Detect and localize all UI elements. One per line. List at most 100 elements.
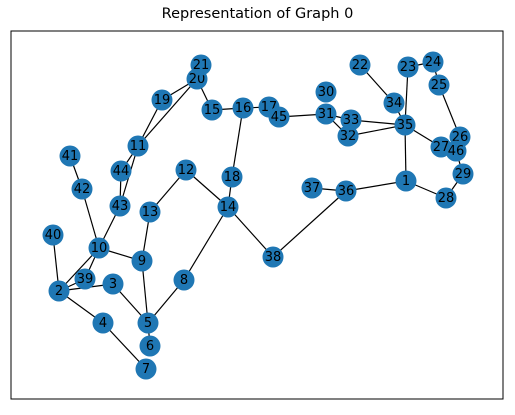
- node-circle: [301, 177, 323, 199]
- node-circle: [337, 125, 359, 147]
- node-circle: [232, 97, 254, 119]
- node-label: 6: [146, 339, 154, 354]
- node-label: 18: [224, 170, 241, 185]
- node-circle: [48, 280, 70, 302]
- node-circle: [335, 180, 357, 202]
- graph-node-35: 35: [394, 114, 416, 136]
- node-circle: [394, 114, 416, 136]
- node-circle: [131, 250, 153, 272]
- node-circle: [422, 51, 444, 73]
- node-circle: [445, 140, 467, 162]
- node-label: 23: [400, 60, 417, 75]
- node-label: 9: [138, 254, 146, 269]
- graph-node-43: 43: [109, 195, 131, 217]
- graph-node-8: 8: [173, 269, 195, 291]
- graph-node-37: 37: [301, 177, 323, 199]
- graph-node-21: 21: [190, 54, 212, 76]
- graph-node-34: 34: [383, 92, 405, 114]
- node-label: 13: [142, 205, 159, 220]
- graph-node-42: 42: [71, 178, 93, 200]
- node-circle: [349, 54, 371, 76]
- graph-node-4: 4: [92, 312, 114, 334]
- node-label: 41: [62, 149, 79, 164]
- node-circle: [109, 195, 131, 217]
- graph-node-2: 2: [48, 280, 70, 302]
- graph-edge-14-38: [227, 206, 274, 258]
- graph-node-3: 3: [102, 273, 124, 295]
- node-label: 14: [220, 200, 237, 215]
- node-circle: [71, 178, 93, 200]
- graph-node-36: 36: [335, 180, 357, 202]
- node-label: 34: [386, 96, 403, 111]
- graph-node-9: 9: [131, 250, 153, 272]
- node-label: 35: [397, 118, 414, 133]
- graph-node-40: 40: [42, 224, 64, 246]
- node-label: 45: [271, 110, 288, 125]
- graph-edge-20-11: [137, 78, 198, 147]
- node-label: 4: [99, 316, 107, 331]
- node-circle: [102, 273, 124, 295]
- graph-edge-38-36: [272, 190, 347, 258]
- graph-node-10: 10: [88, 237, 110, 259]
- node-label: 31: [318, 107, 335, 122]
- node-label: 29: [455, 167, 472, 182]
- node-label: 21: [193, 58, 210, 73]
- node-label: 11: [130, 139, 147, 154]
- node-circle: [139, 335, 161, 357]
- node-circle: [110, 160, 132, 182]
- node-circle: [127, 135, 149, 157]
- node-label: 19: [154, 93, 171, 108]
- node-circle: [190, 54, 212, 76]
- node-label: 37: [304, 181, 321, 196]
- node-circle: [268, 106, 290, 128]
- node-label: 32: [340, 129, 357, 144]
- node-circle: [201, 99, 223, 121]
- node-circle: [135, 358, 157, 380]
- node-circle: [395, 170, 417, 192]
- graph-node-15: 15: [201, 99, 223, 121]
- graph-node-46: 46: [445, 140, 467, 162]
- graph-node-29: 29: [452, 163, 474, 185]
- node-label: 28: [438, 191, 455, 206]
- graph-node-11: 11: [127, 135, 149, 157]
- node-circle: [175, 159, 197, 181]
- node-circle: [221, 166, 243, 188]
- node-label: 24: [425, 55, 442, 70]
- graph-node-6: 6: [139, 335, 161, 357]
- node-label: 46: [448, 144, 465, 159]
- node-label: 42: [74, 182, 91, 197]
- graph-node-22: 22: [349, 54, 371, 76]
- graph-node-25: 25: [428, 74, 450, 96]
- graph-node-24: 24: [422, 51, 444, 73]
- node-label: 5: [144, 316, 152, 331]
- graph-node-41: 41: [59, 145, 81, 167]
- node-label: 27: [433, 140, 450, 155]
- node-circle: [262, 246, 284, 268]
- node-label: 7: [142, 362, 150, 377]
- graph-node-18: 18: [221, 166, 243, 188]
- node-label: 3: [109, 277, 117, 292]
- node-circle: [139, 201, 161, 223]
- node-label: 10: [91, 241, 108, 256]
- node-label: 43: [112, 199, 129, 214]
- node-label: 12: [178, 163, 195, 178]
- graph-edge-8-14: [183, 206, 229, 281]
- graph-edge-18-16: [231, 107, 244, 178]
- node-circle: [151, 89, 173, 111]
- node-circle: [137, 312, 159, 334]
- graph-node-31: 31: [315, 103, 337, 125]
- graph-node-30: 30: [315, 81, 337, 103]
- node-label: 44: [113, 164, 130, 179]
- node-circle: [397, 56, 419, 78]
- node-circle: [428, 74, 450, 96]
- node-circle: [315, 103, 337, 125]
- graph-node-5: 5: [137, 312, 159, 334]
- graph-node-14: 14: [217, 196, 239, 218]
- graph-node-12: 12: [175, 159, 197, 181]
- node-circle: [42, 224, 64, 246]
- node-circle: [217, 196, 239, 218]
- node-circle: [92, 312, 114, 334]
- node-label: 25: [431, 78, 448, 93]
- node-circle: [315, 81, 337, 103]
